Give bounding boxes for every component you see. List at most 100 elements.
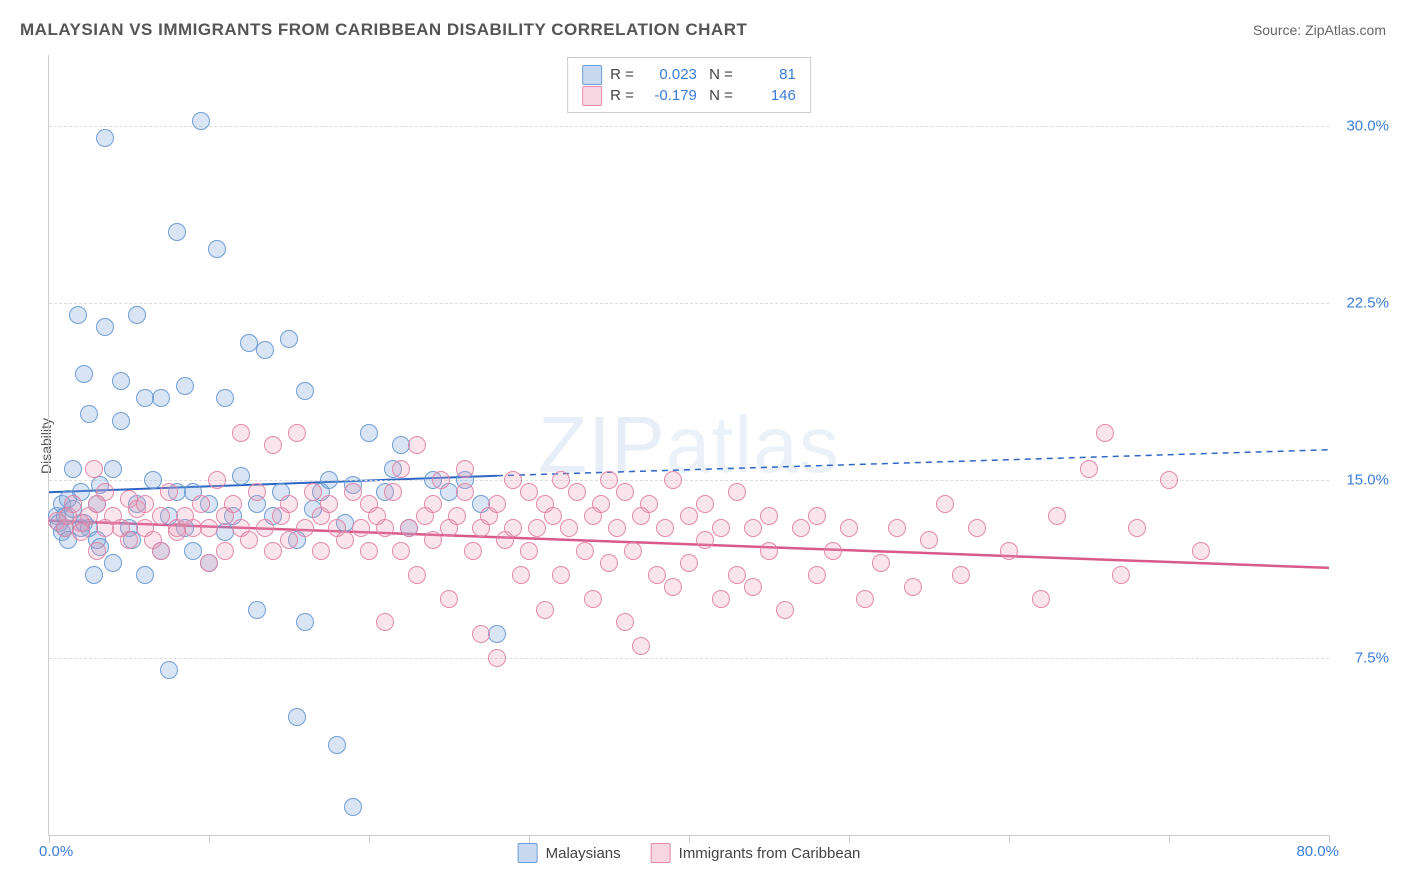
data-point (160, 483, 178, 501)
legend-item-1: Malaysians (518, 843, 621, 863)
data-point (576, 542, 594, 560)
data-point (136, 495, 154, 513)
data-point (488, 495, 506, 513)
data-point (624, 542, 642, 560)
data-point (64, 460, 82, 478)
data-point (344, 798, 362, 816)
data-point (424, 495, 442, 513)
data-point (208, 240, 226, 258)
data-point (192, 112, 210, 130)
data-point (968, 519, 986, 537)
data-point (640, 495, 658, 513)
data-point (352, 519, 370, 537)
data-point (872, 554, 890, 572)
gridline (49, 126, 1329, 127)
x-tick (1329, 835, 1330, 843)
data-point (432, 471, 450, 489)
data-point (552, 566, 570, 584)
data-point (69, 306, 87, 324)
data-point (216, 542, 234, 560)
data-point (288, 424, 306, 442)
data-point (608, 519, 626, 537)
swatch-blue-icon (582, 65, 602, 85)
data-point (728, 483, 746, 501)
stats-row-2: R = -0.179 N = 146 (582, 85, 796, 106)
data-point (808, 566, 826, 584)
data-point (208, 471, 226, 489)
x-tick (369, 835, 370, 843)
r-value-2: -0.179 (642, 85, 697, 106)
data-point (504, 471, 522, 489)
data-point (888, 519, 906, 537)
data-point (792, 519, 810, 537)
data-point (664, 578, 682, 596)
data-point (64, 495, 82, 513)
data-point (304, 483, 322, 501)
data-point (112, 372, 130, 390)
data-point (376, 519, 394, 537)
data-point (592, 495, 610, 513)
x-tick (1009, 835, 1010, 843)
data-point (488, 625, 506, 643)
data-point (96, 129, 114, 147)
data-point (1160, 471, 1178, 489)
data-point (472, 625, 490, 643)
data-point (680, 554, 698, 572)
y-tick-label: 15.0% (1346, 472, 1389, 489)
gridline (49, 303, 1329, 304)
data-point (280, 330, 298, 348)
data-point (280, 495, 298, 513)
x-tick (49, 835, 50, 843)
data-point (1032, 590, 1050, 608)
data-point (680, 507, 698, 525)
data-point (384, 483, 402, 501)
data-point (920, 531, 938, 549)
data-point (152, 507, 170, 525)
x-axis-label-max: 80.0% (1296, 843, 1339, 860)
data-point (1000, 542, 1018, 560)
data-point (1080, 460, 1098, 478)
data-point (488, 649, 506, 667)
data-point (75, 365, 93, 383)
data-point (168, 223, 186, 241)
data-point (232, 467, 250, 485)
data-point (392, 542, 410, 560)
data-point (232, 424, 250, 442)
n-value-2: 146 (741, 85, 796, 106)
chart-source: Source: ZipAtlas.com (1253, 22, 1386, 38)
legend-swatch-pink-icon (651, 843, 671, 863)
data-point (152, 542, 170, 560)
data-point (760, 542, 778, 560)
data-point (88, 542, 106, 560)
data-point (664, 471, 682, 489)
data-point (1112, 566, 1130, 584)
data-point (560, 519, 578, 537)
data-point (184, 542, 202, 560)
data-point (240, 531, 258, 549)
data-point (1048, 507, 1066, 525)
data-point (696, 531, 714, 549)
data-point (248, 483, 266, 501)
data-point (824, 542, 842, 560)
x-tick (849, 835, 850, 843)
data-point (696, 495, 714, 513)
data-point (904, 578, 922, 596)
r-value-1: 0.023 (642, 64, 697, 85)
data-point (712, 519, 730, 537)
data-point (712, 590, 730, 608)
data-point (200, 554, 218, 572)
data-point (248, 601, 266, 619)
data-point (856, 590, 874, 608)
data-point (192, 495, 210, 513)
data-point (96, 483, 114, 501)
y-tick-label: 30.0% (1346, 117, 1389, 134)
data-point (616, 613, 634, 631)
data-point (320, 495, 338, 513)
swatch-pink-icon (582, 86, 602, 106)
data-point (408, 566, 426, 584)
n-value-1: 81 (741, 64, 796, 85)
legend-label-1: Malaysians (546, 845, 621, 862)
data-point (600, 554, 618, 572)
data-point (360, 424, 378, 442)
data-point (1192, 542, 1210, 560)
